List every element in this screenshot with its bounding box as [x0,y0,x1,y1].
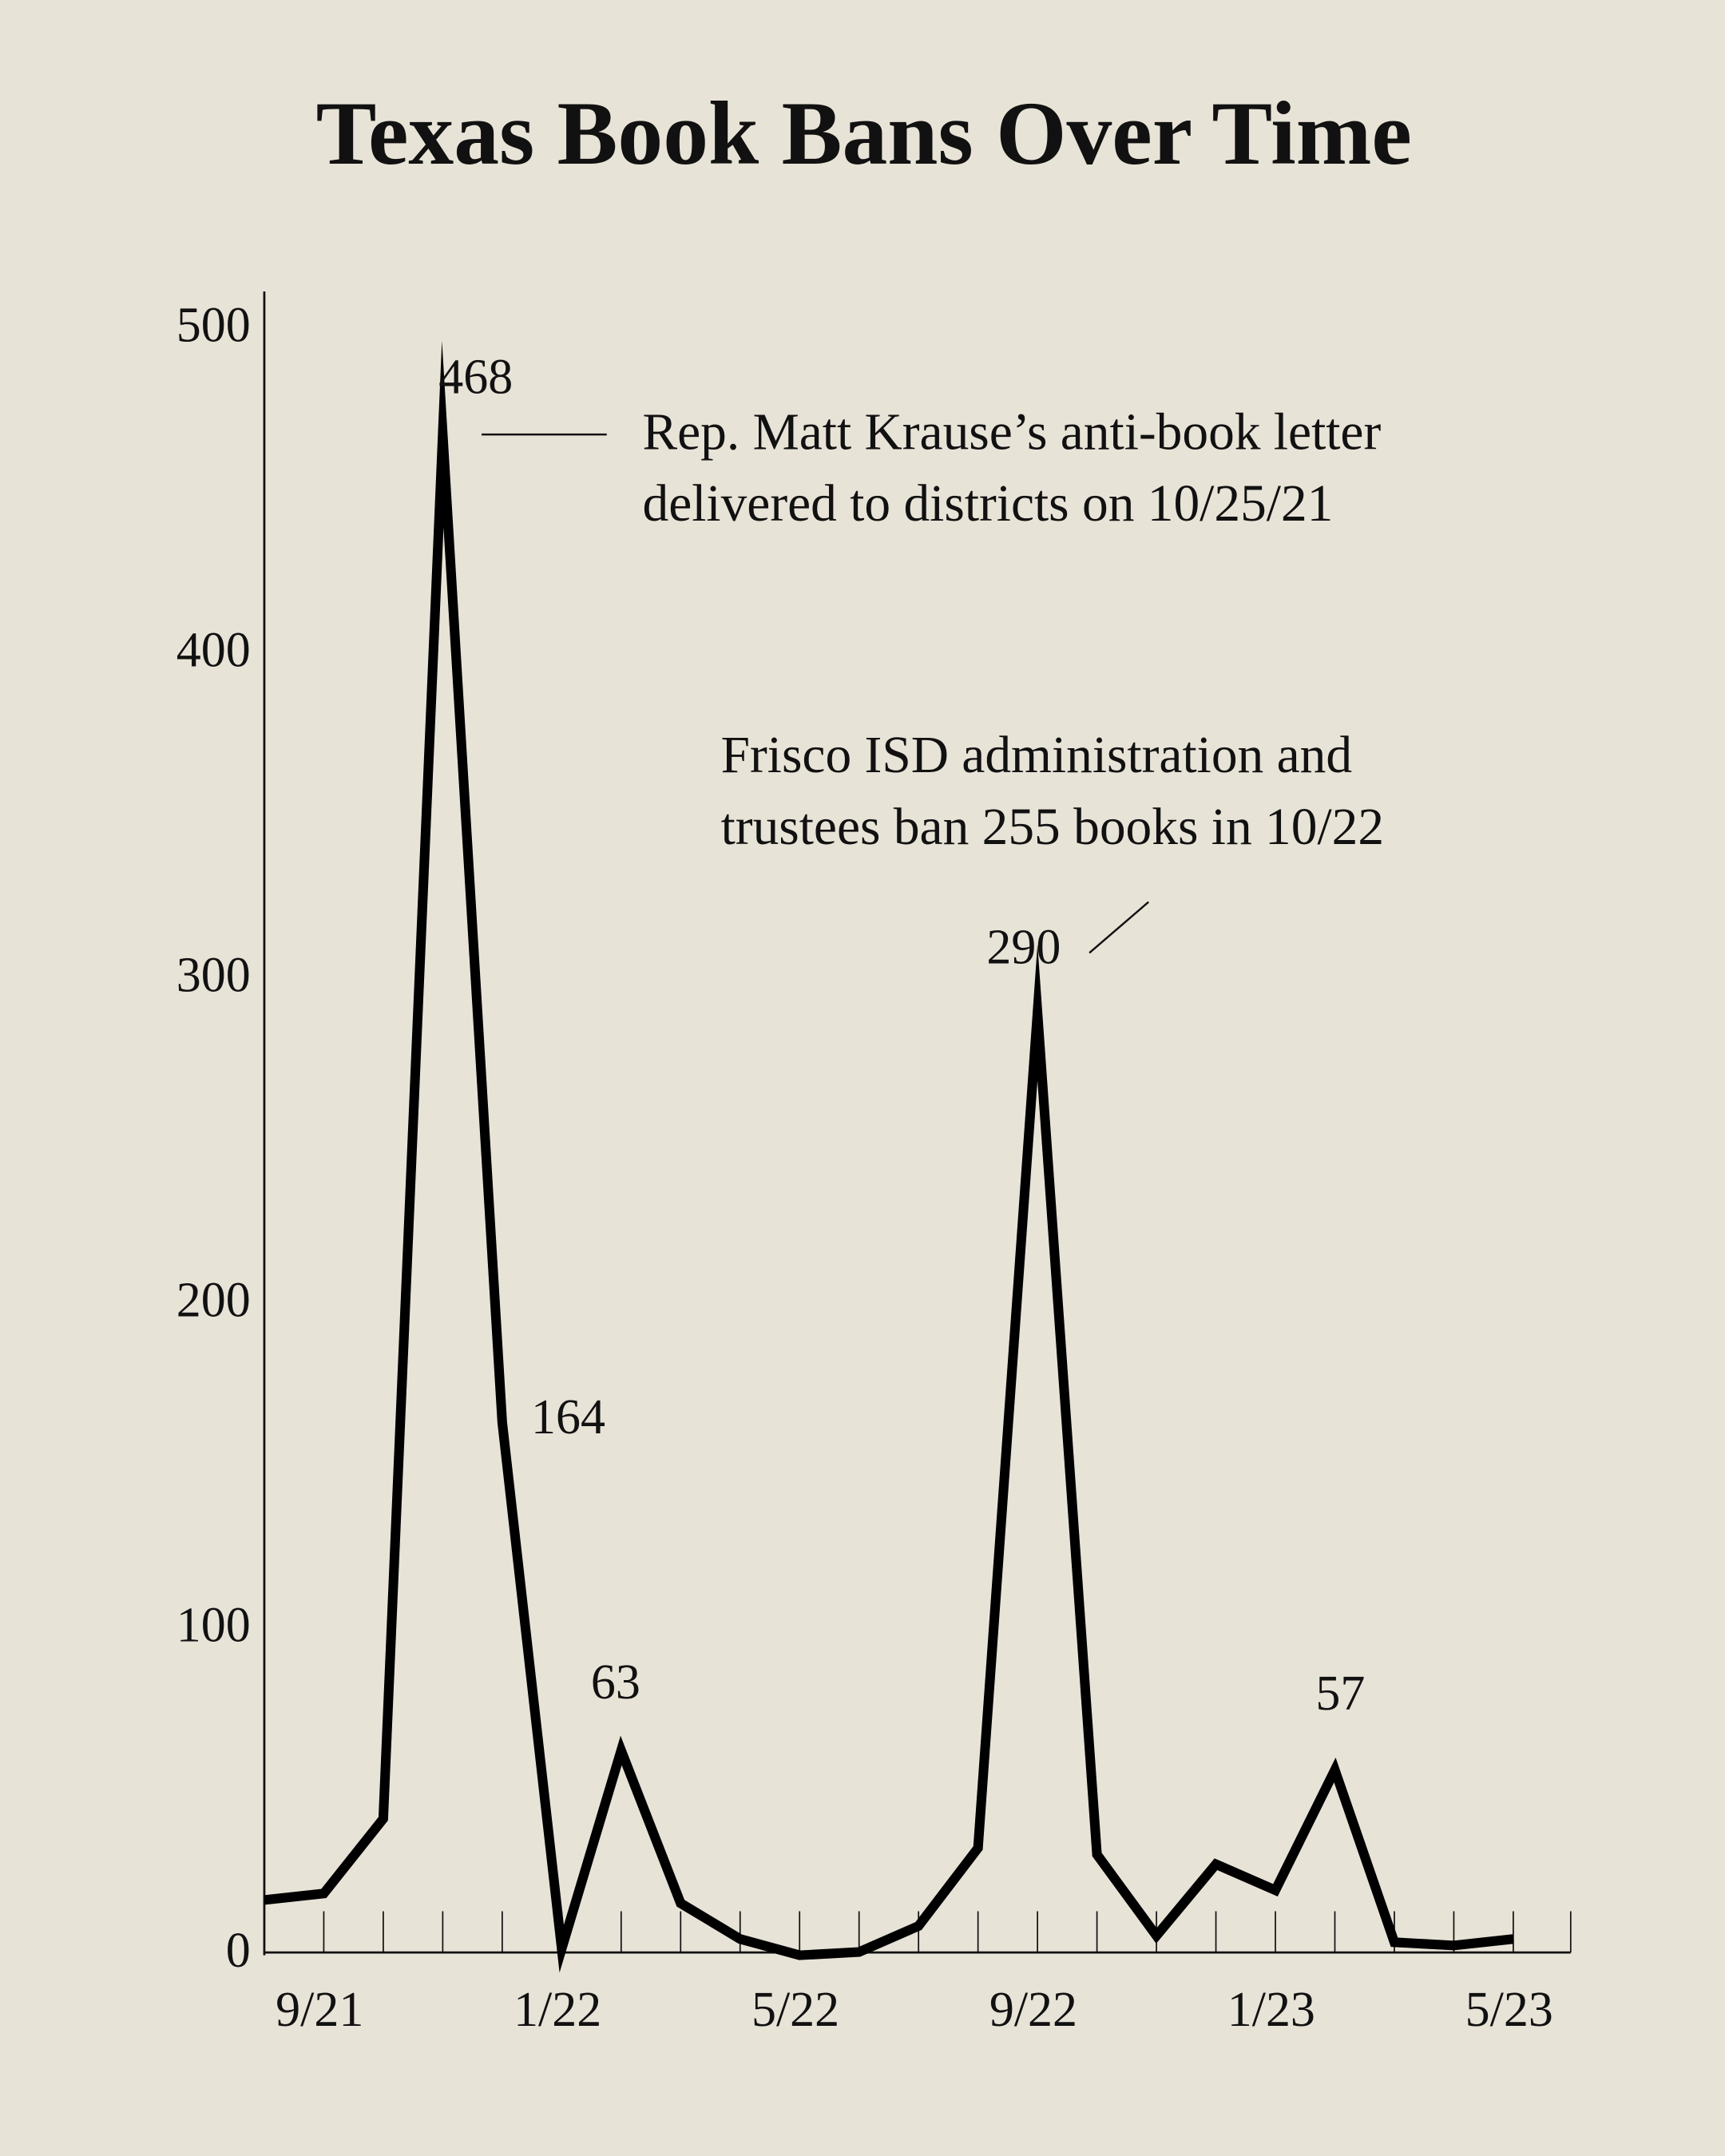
annotation: Frisco ISD administration and [721,727,1352,784]
x-tick-label: 5/22 [751,1983,839,2037]
y-tick-label: 500 [176,298,251,352]
y-tick-label: 300 [176,949,251,1003]
y-tick-label: 0 [226,1924,251,1978]
y-tick-label: 100 [176,1599,251,1653]
x-tick-label: 5/23 [1465,1983,1553,2037]
data-label: 164 [531,1390,605,1445]
annotation: trustees ban 255 books in 10/22 [721,799,1384,856]
data-line [264,340,1514,1973]
data-label: 57 [1315,1667,1365,1721]
chart-title: Texas Book Bans Over Time [316,83,1412,184]
annotation: Rep. Matt Krause’s anti-book letter [642,404,1381,462]
x-tick-label: 9/21 [276,1983,363,2037]
data-label: 468 [438,350,513,404]
leader-line [1089,901,1149,954]
y-tick-label: 200 [176,1274,251,1328]
x-tick-label: 9/22 [989,1983,1077,2037]
y-tick-label: 400 [176,624,251,678]
annotation: delivered to districts on 10/25/21 [642,475,1333,533]
data-label: 290 [986,921,1061,975]
x-tick-label: 1/23 [1227,1983,1315,2037]
data-label: 63 [591,1655,640,1710]
x-tick-label: 1/22 [514,1983,601,2037]
